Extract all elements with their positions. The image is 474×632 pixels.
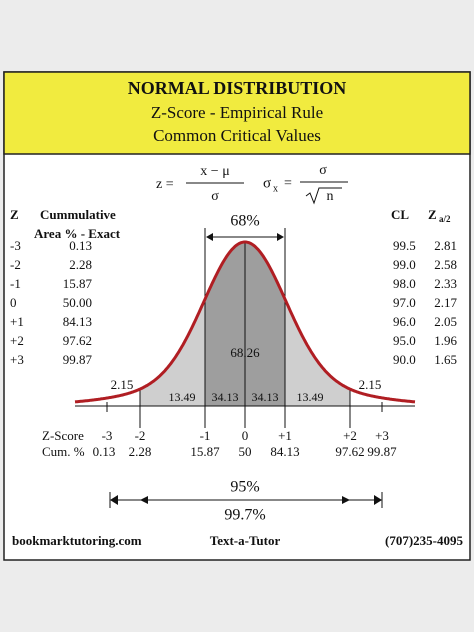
subtitle: Z-Score - Empirical Rule — [151, 103, 323, 122]
formula-text: = — [284, 176, 292, 191]
table-cell: 84.13 — [63, 314, 92, 329]
z-score: -3 — [102, 428, 113, 443]
table-header: Z — [10, 207, 19, 222]
range-label: 95% — [230, 479, 259, 496]
area-label: 68.26 — [230, 345, 260, 360]
table-cell: 99.5 — [393, 238, 416, 253]
footer-text: (707)235-4095 — [385, 533, 463, 548]
cumulative: 99.87 — [367, 444, 397, 459]
table-cell: 2.58 — [434, 257, 457, 272]
table-cell: 15.87 — [63, 276, 93, 291]
table-cell: 90.0 — [393, 352, 416, 367]
formula-text: x − μ — [200, 164, 229, 179]
formula-text: σ — [319, 163, 327, 178]
footer-text: bookmarktutoring.com — [12, 533, 142, 548]
table-header: Z — [428, 207, 437, 222]
radical — [305, 187, 342, 205]
cumulative: 15.87 — [190, 444, 220, 459]
formula-text: σ — [263, 175, 271, 191]
table-cell: 2.17 — [434, 295, 457, 310]
table-cell: 2.28 — [69, 257, 92, 272]
table-header: Cummulative — [40, 207, 116, 222]
area-label: 34.13 — [212, 390, 239, 404]
axis-label: Z-Score — [42, 428, 84, 443]
table-cell: +2 — [10, 333, 24, 348]
curve-group — [74, 228, 416, 428]
table-cell: -1 — [10, 276, 21, 291]
table-cell: 96.0 — [393, 314, 416, 329]
formula-text: x — [273, 183, 278, 194]
z-score: 0 — [242, 428, 249, 443]
table-cell: +3 — [10, 352, 24, 367]
z-score: +2 — [343, 428, 357, 443]
table-cell: 95.0 — [393, 333, 416, 348]
z-score: -1 — [200, 428, 211, 443]
table-cell: 0 — [10, 295, 17, 310]
z-score: -2 — [135, 428, 146, 443]
formula-text: σ — [211, 189, 219, 204]
area-label: 13.49 — [297, 390, 324, 404]
axis-label: Cum. % — [42, 444, 85, 459]
cumulative: 97.62 — [335, 444, 364, 459]
table-cell: 1.96 — [434, 333, 457, 348]
table-cell: 2.05 — [434, 314, 457, 329]
header-band — [3, 71, 471, 155]
formula-text: n — [327, 189, 334, 204]
range-label: 99.7% — [224, 507, 265, 524]
table-cell: 2.81 — [434, 238, 457, 253]
cumulative: 84.13 — [270, 444, 299, 459]
table-cell: 2.33 — [434, 276, 457, 291]
table-header: CL — [391, 207, 409, 222]
table-cell: 1.65 — [434, 352, 457, 367]
table-cell: 97.62 — [63, 333, 92, 348]
area-label: 2.15 — [111, 377, 134, 392]
table-header: Area % - Exact — [34, 226, 121, 241]
z-score: +3 — [375, 428, 389, 443]
subtitle: Common Critical Values — [153, 126, 321, 145]
table-cell: 0.13 — [69, 238, 92, 253]
z-score: +1 — [278, 428, 292, 443]
table-cell: 99.0 — [393, 257, 416, 272]
title: NORMAL DISTRIBUTION — [128, 78, 347, 98]
cumulative: 2.28 — [129, 444, 152, 459]
area-label: 2.15 — [359, 377, 382, 392]
table-cell: 97.0 — [393, 295, 416, 310]
area-label: 13.49 — [169, 390, 196, 404]
table-cell: -2 — [10, 257, 21, 272]
table-cell: 98.0 — [393, 276, 416, 291]
table-header: a/2 — [439, 214, 451, 224]
table-cell: 50.00 — [63, 295, 92, 310]
table-cell: 99.87 — [63, 352, 93, 367]
footer-text: Text-a-Tutor — [210, 533, 281, 548]
cumulative: 0.13 — [93, 444, 116, 459]
curve-line — [74, 240, 416, 404]
table-cell: -3 — [10, 238, 21, 253]
cumulative: 50 — [239, 444, 252, 459]
table-cell: +1 — [10, 314, 24, 329]
formula-text: z = — [156, 177, 174, 192]
range-label: 68% — [230, 213, 259, 230]
area-label: 34.13 — [252, 390, 279, 404]
